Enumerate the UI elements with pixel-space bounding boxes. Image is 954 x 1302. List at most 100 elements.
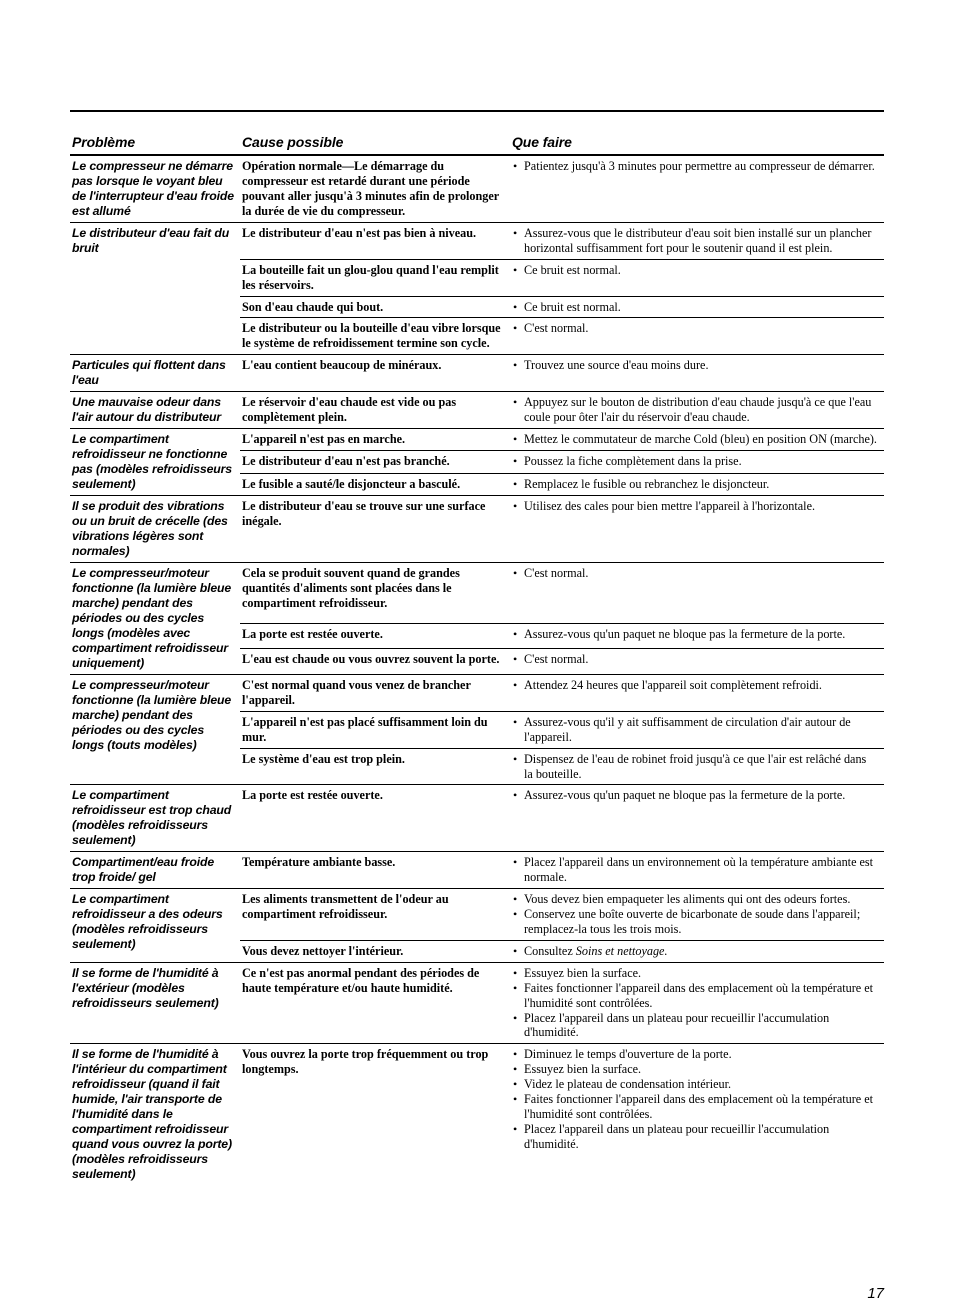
table-body: Le compresseur ne démarre pas lorsque le… <box>70 155 884 1185</box>
fix-item: Faites fonctionner l'appareil dans des e… <box>524 1092 878 1122</box>
fix-list: Poussez la fiche complètement dans la pr… <box>512 454 878 469</box>
fix-list: C'est normal. <box>512 652 878 667</box>
problem-cell: Le compresseur ne démarre pas lorsque le… <box>70 155 240 223</box>
problem-cell: Le compartiment refroidisseur a des odeu… <box>70 889 240 963</box>
table-row: Il se forme de l'humidité à l'intérieur … <box>70 1044 884 1186</box>
fix-item: Attendez 24 heures que l'appareil soit c… <box>524 678 878 693</box>
fix-item: Placez l'appareil dans un plateau pour r… <box>524 1122 878 1152</box>
fix-cell: Placez l'appareil dans un environnement … <box>510 852 884 889</box>
fix-cell: C'est normal. <box>510 563 884 624</box>
fix-cell: Dispensez de l'eau de robinet froid jusq… <box>510 748 884 785</box>
fix-item: C'est normal. <box>524 321 878 336</box>
fix-cell: Essuyez bien la surface.Faites fonctionn… <box>510 962 884 1043</box>
cause-cell: L'appareil n'est pas en marche. <box>240 429 510 451</box>
fix-list: Assurez-vous que le distributeur d'eau s… <box>512 226 878 256</box>
header-fix: Que faire <box>510 130 884 155</box>
problem-cell: Il se produit des vibrations ou un bruit… <box>70 496 240 563</box>
fix-item: Faites fonctionner l'appareil dans des e… <box>524 981 878 1011</box>
fix-item: Consultez Soins et nettoyage. <box>524 944 878 959</box>
problem-cell: Le compartiment refroidisseur ne fonctio… <box>70 429 240 496</box>
fix-cell: Attendez 24 heures que l'appareil soit c… <box>510 675 884 712</box>
table-row: Le compresseur/moteur fonctionne (la lum… <box>70 675 884 712</box>
fix-list: Patientez jusqu'à 3 minutes pour permett… <box>512 159 878 174</box>
fix-cell: Ce bruit est normal. <box>510 296 884 318</box>
fix-list: Utilisez des cales pour bien mettre l'ap… <box>512 499 878 514</box>
fix-item: Vous devez bien empaqueter les aliments … <box>524 892 878 907</box>
fix-cell: Assurez-vous que le distributeur d'eau s… <box>510 223 884 260</box>
fix-list: Mettez le commutateur de marche Cold (bl… <box>512 432 878 447</box>
problem-cell: Le compartiment refroidisseur est trop c… <box>70 785 240 852</box>
fix-list: C'est normal. <box>512 321 878 336</box>
table-row: Il se produit des vibrations ou un bruit… <box>70 496 884 563</box>
fix-cell: Remplacez le fusible ou rebranchez le di… <box>510 473 884 495</box>
fix-list: Diminuez le temps d'ouverture de la port… <box>512 1047 878 1151</box>
problem-cell: Particules qui flottent dans l'eau <box>70 355 240 392</box>
cause-cell: Les aliments transmettent de l'odeur au … <box>240 889 510 941</box>
cause-cell: Opération normale—Le démarrage du compre… <box>240 155 510 223</box>
fix-list: Remplacez le fusible ou rebranchez le di… <box>512 477 878 492</box>
problem-cell: Le distributeur d'eau fait du bruit <box>70 223 240 355</box>
fix-item: Trouvez une source d'eau moins dure. <box>524 358 878 373</box>
fix-item: Placez l'appareil dans un environnement … <box>524 855 878 885</box>
fix-list: Trouvez une source d'eau moins dure. <box>512 358 878 373</box>
header-cause: Cause possible <box>240 130 510 155</box>
table-row: Le compresseur ne démarre pas lorsque le… <box>70 155 884 223</box>
cause-cell: La porte est restée ouverte. <box>240 785 510 852</box>
fix-cell: Ce bruit est normal. <box>510 259 884 296</box>
cause-cell: Ce n'est pas anormal pendant des période… <box>240 962 510 1043</box>
fix-cell: Patientez jusqu'à 3 minutes pour permett… <box>510 155 884 223</box>
fix-item: Poussez la fiche complètement dans la pr… <box>524 454 878 469</box>
fix-item: Ce bruit est normal. <box>524 300 878 315</box>
cause-cell: Le distributeur d'eau n'est pas bien à n… <box>240 223 510 260</box>
fix-list: C'est normal. <box>512 566 878 581</box>
fix-item: Placez l'appareil dans un plateau pour r… <box>524 1011 878 1041</box>
fix-item: Mettez le commutateur de marche Cold (bl… <box>524 432 878 447</box>
fix-list: Essuyez bien la surface.Faites fonctionn… <box>512 966 878 1040</box>
fix-list: Assurez-vous qu'un paquet ne bloque pas … <box>512 627 878 642</box>
table-row: Compartiment/eau froide trop froide/ gel… <box>70 852 884 889</box>
problem-cell: Il se forme de l'humidité à l'intérieur … <box>70 1044 240 1186</box>
fix-list: Ce bruit est normal. <box>512 263 878 278</box>
table-row: Une mauvaise odeur dans l'air autour du … <box>70 392 884 429</box>
fix-item: C'est normal. <box>524 566 878 581</box>
fix-cell: Assurez-vous qu'il y ait suffisamment de… <box>510 711 884 748</box>
cause-cell: Le distributeur ou la bouteille d'eau vi… <box>240 318 510 355</box>
troubleshooting-table: Problème Cause possible Que faire Le com… <box>70 130 884 1185</box>
fix-item: Assurez-vous que le distributeur d'eau s… <box>524 226 878 256</box>
table-row: Le compresseur/moteur fonctionne (la lum… <box>70 563 884 624</box>
fix-item: Remplacez le fusible ou rebranchez le di… <box>524 477 878 492</box>
table-row: Le distributeur d'eau fait du bruitLe di… <box>70 223 884 260</box>
cause-cell: Vous devez nettoyer l'intérieur. <box>240 941 510 963</box>
cause-cell: Température ambiante basse. <box>240 852 510 889</box>
fix-cell: C'est normal. <box>510 649 884 675</box>
page-number: 17 <box>0 1225 954 1302</box>
cause-cell: Le système d'eau est trop plein. <box>240 748 510 785</box>
fix-list: Ce bruit est normal. <box>512 300 878 315</box>
fix-item: Assurez-vous qu'un paquet ne bloque pas … <box>524 627 878 642</box>
fix-list: Dispensez de l'eau de robinet froid jusq… <box>512 752 878 782</box>
cause-cell: L'eau contient beaucoup de minéraux. <box>240 355 510 392</box>
cause-cell: Le réservoir d'eau chaude est vide ou pa… <box>240 392 510 429</box>
fix-cell: Vous devez bien empaqueter les aliments … <box>510 889 884 941</box>
cause-cell: Le fusible a sauté/le disjoncteur a basc… <box>240 473 510 495</box>
fix-item: Appuyez sur le bouton de distribution d'… <box>524 395 878 425</box>
fix-list: Vous devez bien empaqueter les aliments … <box>512 892 878 937</box>
fix-item: Patientez jusqu'à 3 minutes pour permett… <box>524 159 878 174</box>
fix-cell: C'est normal. <box>510 318 884 355</box>
table-row: Le compartiment refroidisseur est trop c… <box>70 785 884 852</box>
problem-cell: Il se forme de l'humidité à l'extérieur … <box>70 962 240 1043</box>
cause-cell: La porte est restée ouverte. <box>240 623 510 649</box>
fix-item: Assurez-vous qu'il y ait suffisamment de… <box>524 715 878 745</box>
problem-cell: Le compresseur/moteur fonctionne (la lum… <box>70 675 240 785</box>
cause-cell: Vous ouvrez la porte trop fréquemment ou… <box>240 1044 510 1186</box>
fix-item: Videz le plateau de condensation intérie… <box>524 1077 878 1092</box>
fix-cell: Assurez-vous qu'un paquet ne bloque pas … <box>510 623 884 649</box>
fix-item: Conservez une boîte ouverte de bicarbona… <box>524 907 878 937</box>
fix-item: Dispensez de l'eau de robinet froid jusq… <box>524 752 878 782</box>
fix-item: Assurez-vous qu'un paquet ne bloque pas … <box>524 788 878 803</box>
table-row: Particules qui flottent dans l'eauL'eau … <box>70 355 884 392</box>
table-row: Le compartiment refroidisseur ne fonctio… <box>70 429 884 451</box>
cause-cell: Le distributeur d'eau n'est pas branché. <box>240 451 510 473</box>
table-row: Le compartiment refroidisseur a des odeu… <box>70 889 884 941</box>
cause-cell: L'appareil n'est pas placé suffisamment … <box>240 711 510 748</box>
